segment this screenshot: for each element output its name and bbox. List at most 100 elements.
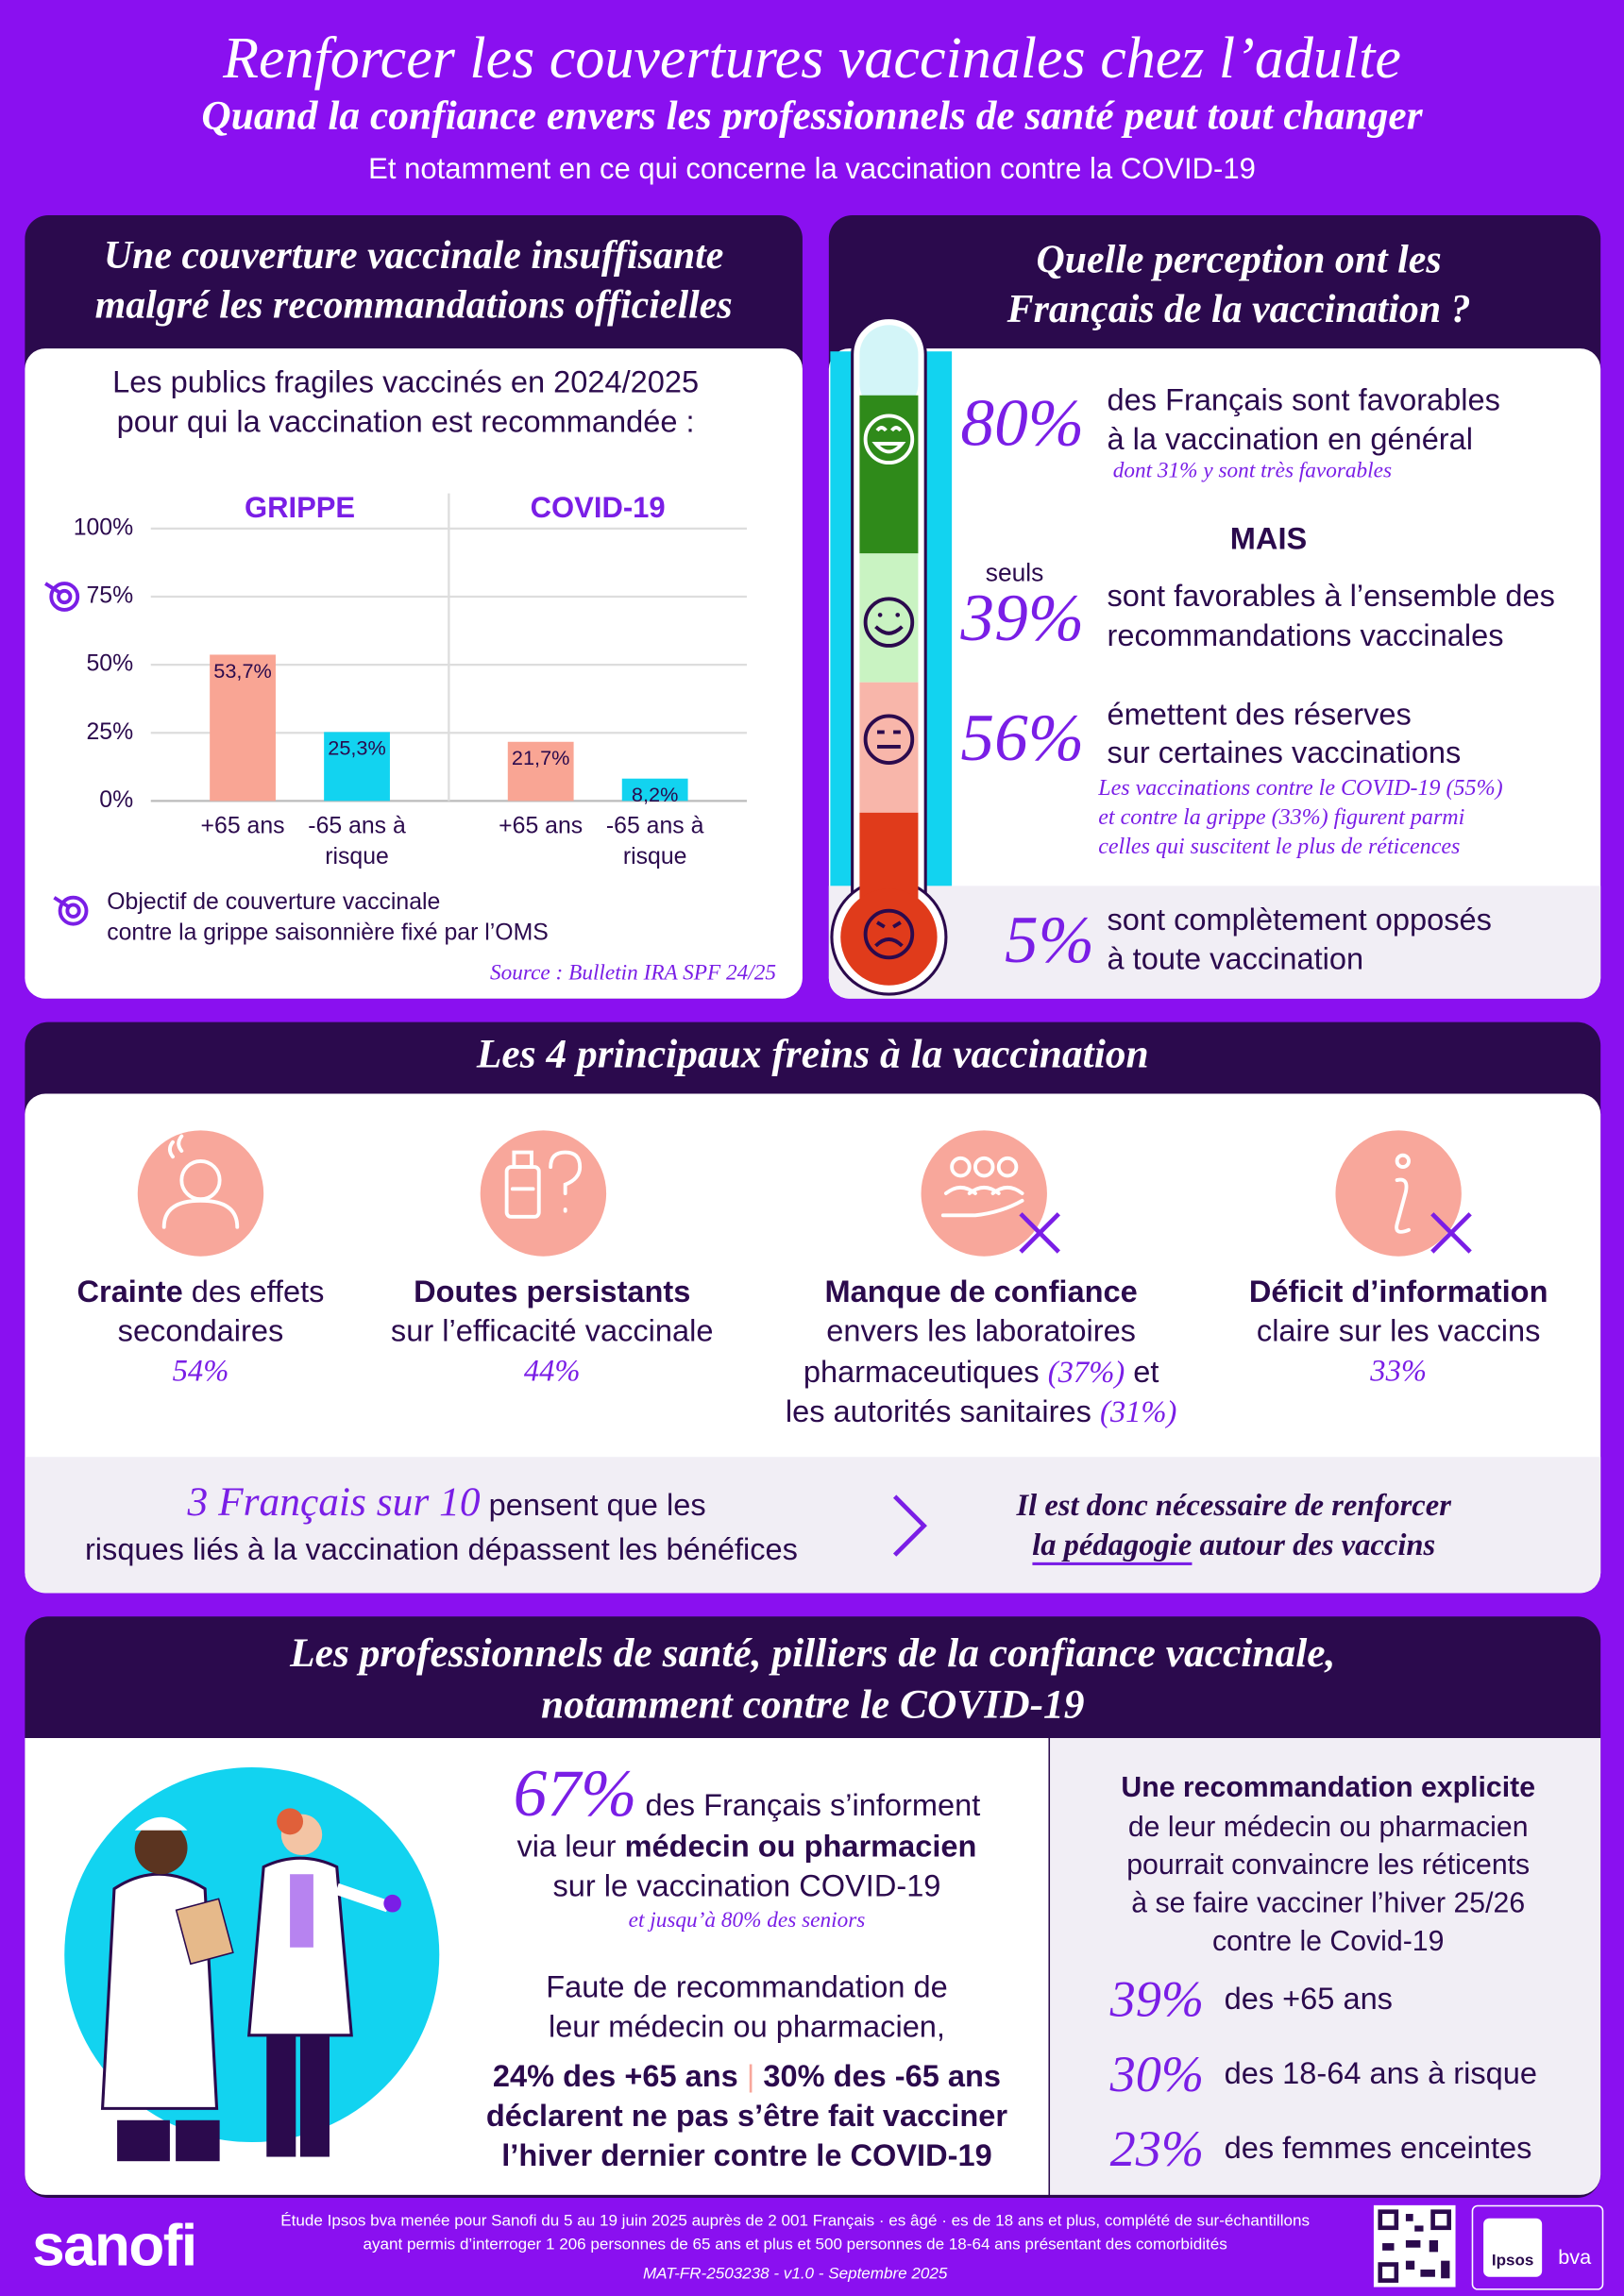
- stat-text: à la vaccination en général: [1107, 423, 1474, 457]
- chart-title: pour qui la vaccination est recommandée …: [116, 405, 695, 440]
- shape: [383, 1894, 401, 1913]
- shape: [1382, 2266, 1395, 2279]
- explicit-value: 30%: [1109, 2045, 1205, 2103]
- shape: [277, 1808, 304, 1835]
- ipsos-label: Ipsos: [1491, 2252, 1534, 2270]
- bar: [507, 741, 574, 802]
- perception-title: Français de la vaccination ?: [1007, 286, 1471, 331]
- shape: [943, 1185, 1024, 1195]
- partner-logo: [1471, 2204, 1604, 2290]
- shape: [875, 425, 903, 432]
- callout-text: pensent que les: [488, 1489, 706, 1523]
- barrier-text: envers les laboratoires: [826, 1314, 1136, 1349]
- explicit-band: [1050, 1737, 1601, 2195]
- shape: [299, 2017, 330, 2157]
- barrier-pct: (37%): [1047, 1354, 1125, 1390]
- tagline: Et notamment en ce qui concerne la vacci…: [368, 153, 1256, 186]
- x-tick-label: -65 ans à risque: [308, 814, 406, 870]
- barrier-bold: Crainte: [76, 1275, 183, 1309]
- shape: [863, 714, 915, 765]
- stat-note: Les vaccinations contre le COVID-19 (55%…: [1098, 776, 1503, 802]
- shape: [134, 1816, 188, 1831]
- conclusion-line: la pédagogie autour des vaccins: [952, 1527, 1515, 1565]
- y-tick-label: 25%: [86, 719, 133, 745]
- shape: [863, 414, 915, 960]
- info-bold: médecin ou pharmacien: [624, 1830, 977, 1865]
- shape: [512, 1150, 533, 1170]
- shape: [874, 937, 904, 948]
- shape: [859, 553, 919, 683]
- shape: [266, 2017, 296, 2157]
- barrier-text: des effets: [191, 1275, 325, 1309]
- stat-text: des Français sont favorables: [1107, 383, 1500, 418]
- norec-bold: déclarent ne pas s’être fait vacciner: [485, 2100, 1008, 2134]
- bar: [324, 732, 390, 802]
- study-text: Étude Ipsos bva menée pour Sanofi du 5 a…: [280, 2212, 1311, 2231]
- only-label: seuls: [985, 559, 1044, 587]
- barrier-icons: [137, 1130, 1472, 1257]
- shape: [895, 613, 901, 617]
- shape: [1430, 1212, 1472, 1254]
- stat-text: émettent des réserves: [1107, 698, 1412, 733]
- x-tick-label: -65 ans à risque: [605, 814, 704, 870]
- study-text: ayant permis d’interroger 1 206 personne…: [363, 2236, 1227, 2254]
- shape: [167, 1134, 184, 1159]
- target-label: contre la grippe saisonnière fixé par l’…: [107, 920, 549, 946]
- norec-stats: 24% des +65 ans | 30% des -65 ans: [439, 2060, 1054, 2095]
- stat-text: à toute vaccination: [1107, 942, 1364, 977]
- thermometer: [830, 316, 953, 996]
- shape: [137, 1130, 264, 1257]
- shape: [877, 613, 883, 617]
- barrier-text: secondaires: [117, 1314, 284, 1349]
- value-label: 8,2%: [632, 783, 678, 806]
- info-value: 67%: [513, 1755, 637, 1831]
- shape: [859, 395, 919, 554]
- stat-text: recommandations vaccinales: [1107, 619, 1504, 653]
- barrier-text: pharmaceutiques: [803, 1356, 1040, 1390]
- stat-value: 80%: [960, 384, 1085, 460]
- shape: [874, 625, 904, 635]
- separator: |: [746, 2060, 755, 2094]
- callout-stat: 3 Français sur 10: [187, 1480, 481, 1527]
- main-title: Renforcer les couvertures vaccinales che…: [223, 25, 1401, 92]
- shape: [549, 1150, 583, 1213]
- reference: MAT-FR-2503238 - v1.0 - Septembre 2025: [642, 2265, 948, 2283]
- info-note: et jusqu’à 80% des seniors: [628, 1909, 866, 1933]
- explicit-value: 39%: [1109, 1970, 1205, 2029]
- conclusion-emphasis: la pédagogie: [1032, 1527, 1193, 1565]
- bar-chart: 0% 25% 50% 75% 100% GRIPPE 53,7% 25,3% COVID-19 2…: [44, 491, 747, 926]
- shape: [161, 1198, 240, 1229]
- stat-note: celles qui suscitent le plus de réticenc…: [1098, 835, 1461, 860]
- stat-note: dont 31% y sont très favorables: [1112, 459, 1393, 483]
- norec-text: leur médecin ou pharmacien,: [548, 2010, 945, 2045]
- value-label: 53,7%: [213, 659, 272, 683]
- barrier-pct: 54%: [172, 1353, 229, 1389]
- barrier-bold: Manque de confiance: [824, 1275, 1138, 1309]
- shape: [940, 1198, 1024, 1218]
- stat-text: sont complètement opposés: [1107, 903, 1492, 937]
- explicit-text: de leur médecin ou pharmacien: [1127, 1811, 1529, 1844]
- y-tick-label: 50%: [86, 651, 133, 677]
- shape: [840, 888, 938, 986]
- target-marker: [44, 582, 80, 612]
- shape: [863, 597, 915, 648]
- shape: [1429, 2239, 1439, 2253]
- shape: [1405, 2214, 1413, 2221]
- shape: [117, 2119, 170, 2162]
- x-tick-label: +65 ans: [200, 814, 285, 839]
- shape: [892, 1494, 927, 1557]
- barrier-text: sur l’efficacité vaccinale: [390, 1314, 714, 1349]
- bva-label: bva: [1558, 2244, 1592, 2269]
- shape: [1019, 1212, 1472, 1254]
- bar: [621, 778, 688, 802]
- y-tick-label: 100%: [74, 515, 133, 540]
- barrier-pct: 33%: [1370, 1353, 1428, 1389]
- but-label: MAIS: [1229, 522, 1308, 557]
- explicit-value: 23%: [1109, 2119, 1205, 2178]
- shape: [1382, 2214, 1395, 2226]
- shape: [1019, 1212, 1060, 1254]
- shape: [161, 1134, 1411, 1234]
